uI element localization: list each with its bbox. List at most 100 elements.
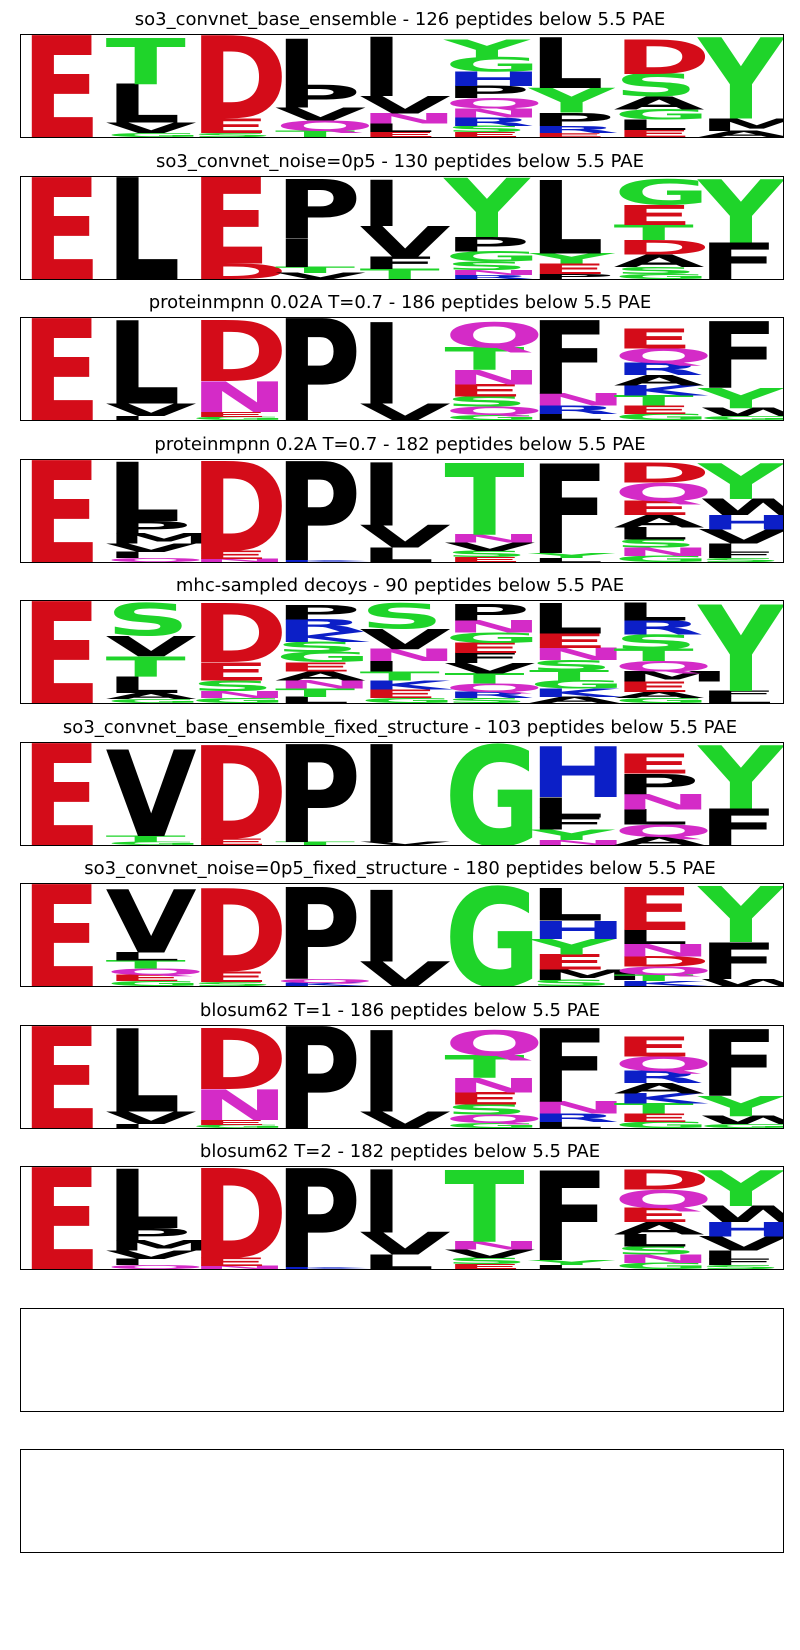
- logo-letter: S: [529, 978, 614, 986]
- logo-letter: Q: [444, 1112, 544, 1125]
- logo-letter: I: [360, 35, 404, 115]
- logo-letter: L: [106, 177, 181, 279]
- logo-letter: R: [529, 1111, 620, 1124]
- logo-letter: E: [614, 884, 694, 944]
- logo-letter: Q: [106, 1264, 206, 1269]
- logo-letter: S: [529, 657, 614, 673]
- logo-letter: T: [614, 220, 695, 244]
- logo-letter: R: [614, 360, 705, 380]
- logo-letter: S: [444, 1256, 529, 1266]
- logo-letter: V: [106, 120, 197, 136]
- logo-column: E: [21, 35, 101, 137]
- logo-svg: [21, 1450, 783, 1552]
- logo-letter: P: [444, 601, 530, 626]
- logo-letter: A: [614, 690, 706, 700]
- logo-letter: R: [614, 617, 705, 640]
- logo-letter: A: [698, 129, 783, 137]
- logo-column: L: [106, 177, 181, 279]
- logo-column: VI: [360, 884, 451, 986]
- logo-letter: V: [698, 525, 783, 548]
- logo-letter: Y: [443, 35, 532, 64]
- logo-letter: E: [529, 260, 609, 276]
- logo-letter: E: [529, 950, 609, 974]
- logo-letter: W: [698, 494, 783, 520]
- logo-letter: L: [529, 412, 604, 420]
- logo-letter: T: [444, 671, 524, 687]
- logo-letter: E: [444, 1088, 524, 1108]
- logo-letter: N: [444, 268, 542, 276]
- logo-letter: M: [106, 530, 223, 546]
- logo-letter: Q: [444, 318, 544, 356]
- logo-column: LFY: [696, 601, 783, 703]
- logo-letter: A: [106, 691, 198, 701]
- logo-letter: G: [444, 414, 541, 420]
- logo-letter: P: [275, 177, 361, 257]
- logo-letter: I: [360, 743, 404, 845]
- logo-column: GTV: [106, 743, 203, 845]
- logo-letter: S: [698, 1264, 783, 1269]
- logo-letter: V: [360, 519, 452, 555]
- logo-letter: S: [444, 124, 529, 134]
- logo-letter: L: [529, 177, 604, 277]
- logo-letter: A: [614, 1219, 705, 1239]
- logo-letter: E: [614, 128, 694, 137]
- logo-letter: E: [21, 177, 101, 279]
- logo-letter: G: [190, 416, 287, 420]
- logo-letter: L: [529, 884, 604, 931]
- logo-letter: Q: [614, 658, 714, 674]
- logo-letter: L: [614, 601, 689, 627]
- logo-letter: E: [529, 132, 609, 137]
- logo-letter: T: [360, 669, 440, 684]
- logo-letter: S: [444, 549, 529, 559]
- logo-letter: G: [275, 649, 372, 665]
- logo-letter: D: [614, 460, 712, 489]
- logo-letter: L: [614, 805, 689, 829]
- logo-letter: I: [106, 1122, 150, 1127]
- logo-letter: E: [106, 973, 186, 983]
- logo-column: G: [444, 884, 541, 986]
- logo-letter: E: [21, 743, 101, 845]
- logo-letter: K: [275, 629, 370, 645]
- logo-letter: P: [275, 884, 361, 986]
- logo-letter: Y: [528, 82, 616, 121]
- logo-letter: P: [275, 743, 361, 845]
- logo-letter: D: [190, 884, 288, 986]
- logo-letter: E: [190, 177, 270, 279]
- logo-letter: T: [106, 958, 186, 971]
- logo-letter: N: [529, 1098, 627, 1118]
- logo-letter: L: [529, 791, 604, 823]
- logo-letter: G: [614, 177, 711, 213]
- logo-letter: E: [190, 1255, 270, 1268]
- logo-panel: proteinmpnn 0.02A T=0.7 - 186 peptides b…: [0, 293, 800, 441]
- logo-letter: G: [614, 1120, 711, 1128]
- logo-letter: K: [614, 980, 710, 986]
- logo-letter: G: [614, 412, 711, 420]
- logo-letter: E: [614, 748, 694, 780]
- logo-letter: V: [275, 271, 367, 279]
- logo-letter: M: [614, 669, 731, 685]
- logo-letter: P: [275, 601, 361, 624]
- logo-letter: L: [360, 121, 435, 134]
- logo-letter: P: [444, 83, 530, 103]
- logo-letter: Q: [444, 681, 544, 694]
- logo-letter: S: [190, 132, 275, 137]
- logo-panel: blosum62 T=2 - 182 peptides below 5.5 PA…: [0, 1142, 800, 1290]
- logo-letter: I: [360, 318, 404, 420]
- logo-letter: E: [444, 381, 524, 401]
- logo-letter: W: [698, 1201, 783, 1227]
- logo-letter: S: [106, 601, 191, 646]
